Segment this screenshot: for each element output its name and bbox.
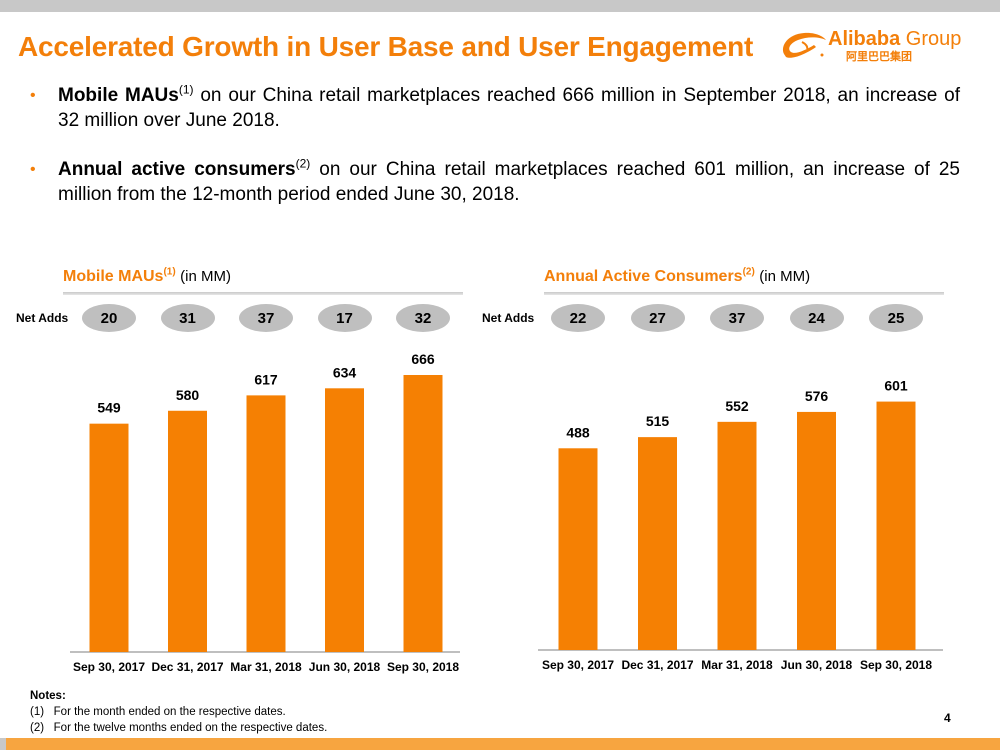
note-text: For the month ended on the respective da… bbox=[53, 706, 286, 718]
net-adds-pill: 22 bbox=[551, 304, 605, 332]
data-label: 580 bbox=[176, 387, 200, 403]
data-label: 601 bbox=[884, 378, 908, 394]
bar bbox=[876, 401, 916, 650]
bullet-body: on our China retail marketplaces reached… bbox=[58, 85, 960, 131]
x-tick-label: Dec 31, 2017 bbox=[151, 660, 223, 674]
bullet-text: Mobile MAUs(1) on our China retail marke… bbox=[58, 83, 960, 133]
net-adds-pill: 24 bbox=[789, 304, 844, 332]
bar-chart-annual-active-consumers: 488 Sep 30, 2017 515 Dec 31, 2017 552 Mar 31,… bbox=[538, 378, 943, 672]
bullet-sup: (1) bbox=[178, 82, 194, 97]
note-marker: (2) bbox=[30, 722, 45, 734]
notes-heading: Notes: bbox=[30, 690, 66, 702]
chart-divider bbox=[63, 292, 463, 295]
net-adds-pill: 17 bbox=[317, 304, 372, 332]
x-tick-label: Mar 31, 2018 bbox=[701, 658, 773, 672]
x-tick-label: Mar 31, 2018 bbox=[230, 660, 302, 674]
bar bbox=[168, 410, 207, 652]
chart-title-text: Mobile MAUs bbox=[63, 268, 164, 285]
bullet-mobile-maus: • Mobile MAUs(1) on our China retail mar… bbox=[30, 83, 960, 133]
net-adds-pill: 25 bbox=[869, 304, 923, 332]
net-adds-pill: 37 bbox=[239, 304, 293, 332]
chart-title-sup: (1) bbox=[163, 266, 176, 278]
bottom-bar-accent bbox=[0, 738, 6, 750]
net-adds-pill: 20 bbox=[82, 304, 136, 332]
bar-chart-mobile-maus: 549 Sep 30, 2017 580 Dec 31, 2017 617 Mar 31,… bbox=[70, 351, 460, 674]
x-tick-label: Jun 30, 2018 bbox=[309, 660, 381, 674]
bullet-dot-icon: • bbox=[30, 161, 36, 178]
chart-title-text: Annual Active Consumers bbox=[544, 268, 743, 285]
chart-title-annual-active-consumers: Annual Active Consumers(2) (in MM) bbox=[544, 266, 811, 286]
bar bbox=[89, 423, 129, 652]
note-marker: (1) bbox=[30, 706, 45, 718]
bullet-dot-icon: • bbox=[30, 87, 36, 104]
data-label: 549 bbox=[97, 400, 121, 416]
data-label: 552 bbox=[725, 398, 749, 414]
logo-chinese: 阿里巴巴集团 bbox=[846, 51, 912, 63]
bottom-bar bbox=[0, 738, 1000, 750]
bar bbox=[246, 395, 286, 652]
alibaba-logo: Alibaba Group 阿里巴巴集团 bbox=[778, 28, 978, 64]
x-tick-label: Sep 30, 2017 bbox=[73, 660, 145, 674]
x-tick-label: Sep 30, 2018 bbox=[387, 660, 459, 674]
data-label: 576 bbox=[805, 388, 829, 404]
note-item: (2) For the twelve months ended on the r… bbox=[30, 720, 327, 736]
page-number: 4 bbox=[944, 711, 951, 725]
data-label: 634 bbox=[333, 364, 357, 380]
bar bbox=[797, 411, 836, 650]
net-adds-pill: 32 bbox=[396, 304, 450, 332]
chart-unit: (in MM) bbox=[180, 268, 231, 285]
logo-wordmark-bold: Alibaba bbox=[828, 28, 901, 50]
footnotes: Notes: (1) For the month ended on the re… bbox=[30, 688, 327, 736]
x-tick-label: Sep 30, 2018 bbox=[860, 658, 932, 672]
x-tick-label: Sep 30, 2017 bbox=[542, 658, 614, 672]
slide-title: Accelerated Growth in User Base and User… bbox=[18, 31, 754, 62]
note-text: For the twelve months ended on the respe… bbox=[53, 722, 328, 734]
data-label: 488 bbox=[566, 424, 590, 440]
bullet-sup: (2) bbox=[295, 156, 311, 171]
bar bbox=[638, 437, 677, 650]
top-bar bbox=[0, 0, 1000, 12]
logo-wordmark-regular: Group bbox=[900, 28, 962, 50]
net-adds-pill: 37 bbox=[710, 304, 764, 332]
bar bbox=[558, 448, 598, 650]
net-adds-pill: 31 bbox=[160, 304, 215, 332]
chart-divider bbox=[544, 292, 944, 295]
net-adds-label: Net Adds bbox=[16, 311, 69, 325]
bar bbox=[325, 388, 364, 652]
logo-wordmark: Alibaba Group bbox=[828, 28, 961, 51]
bar bbox=[403, 374, 443, 652]
data-label: 515 bbox=[646, 413, 670, 429]
note-item: (1) For the month ended on the respectiv… bbox=[30, 704, 327, 720]
chart-title-sup: (2) bbox=[742, 266, 755, 278]
net-adds-label: Net Adds bbox=[482, 311, 535, 325]
bullet-bold: Mobile MAUs bbox=[58, 85, 179, 106]
chart-title-mobile-maus: Mobile MAUs(1) (in MM) bbox=[63, 266, 231, 286]
data-label: 617 bbox=[254, 371, 278, 387]
chart-unit: (in MM) bbox=[759, 268, 811, 285]
x-tick-label: Dec 31, 2017 bbox=[621, 658, 693, 672]
x-tick-label: Jun 30, 2018 bbox=[781, 658, 853, 672]
data-label: 666 bbox=[411, 351, 435, 367]
bullet-annual-active-consumers: • Annual active consumers(2) on our Chin… bbox=[30, 157, 960, 207]
bullet-text: Annual active consumers(2) on our China … bbox=[58, 157, 960, 207]
bullet-bold: Annual active consumers bbox=[58, 159, 296, 180]
bullet-body: on our China retail marketplaces reached… bbox=[58, 159, 960, 205]
bar bbox=[717, 421, 757, 650]
alibaba-smile-icon bbox=[782, 32, 826, 58]
net-adds-pill: 27 bbox=[630, 304, 685, 332]
